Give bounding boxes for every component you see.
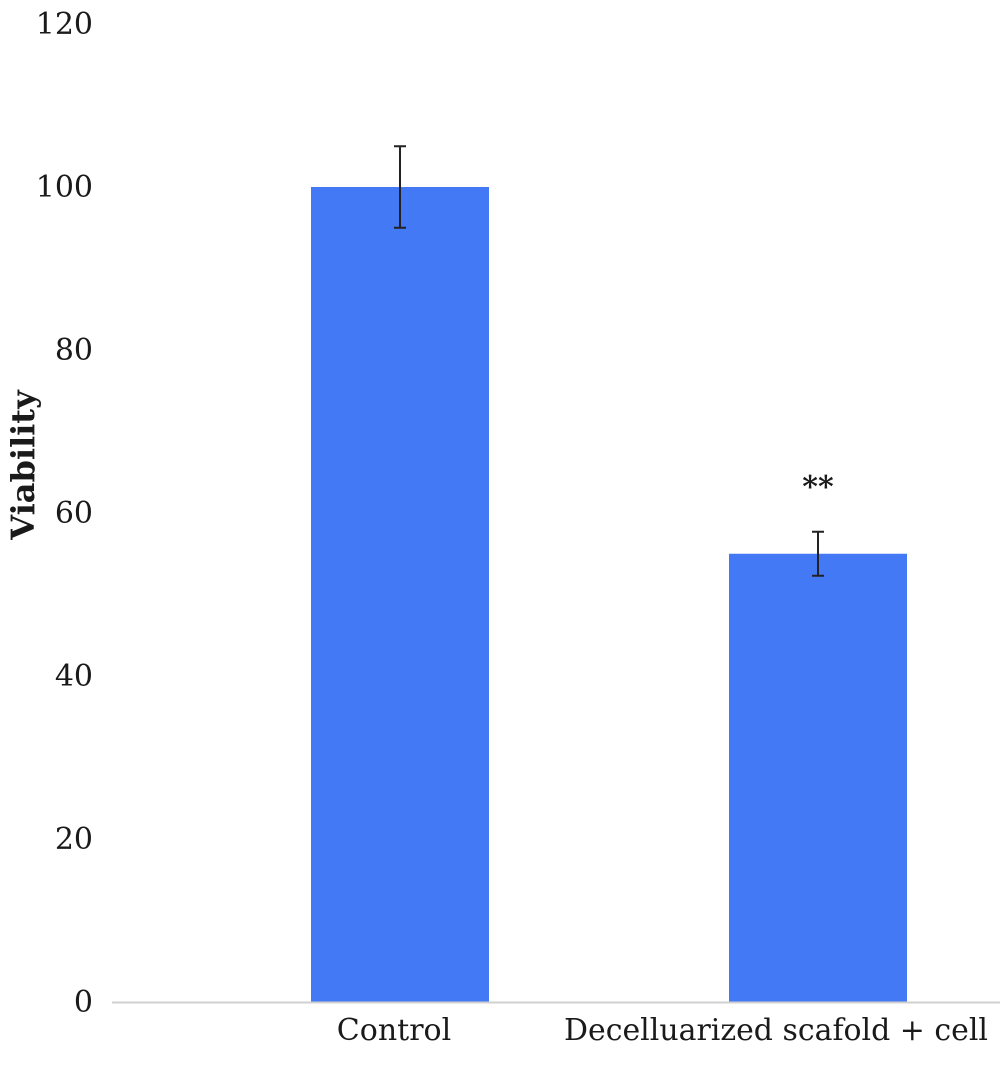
category-label: Decelluarized scafold + cell	[564, 1013, 988, 1048]
y-tick-label: 60	[55, 496, 93, 531]
y-axis-ticks: 0 20 40 60 80 100 120	[36, 7, 93, 1020]
y-tick-label: 0	[74, 985, 93, 1020]
error-bars	[394, 145, 824, 577]
annotations: **	[802, 470, 834, 505]
bar	[311, 187, 489, 1002]
error-bar	[812, 530, 824, 577]
error-bar	[394, 145, 406, 229]
y-tick-label: 20	[55, 822, 93, 857]
y-tick-label: 80	[55, 333, 93, 368]
y-axis-title: Viability	[4, 389, 42, 541]
y-tick-label: 100	[36, 170, 93, 205]
category-label: Control	[337, 1013, 451, 1048]
y-tick-label: 120	[36, 7, 93, 42]
bars	[311, 187, 907, 1002]
significance-annotation: **	[802, 470, 834, 505]
category-labels: Control Decelluarized scafold + cell	[337, 1013, 988, 1048]
y-tick-label: 40	[55, 659, 93, 694]
bar	[729, 553, 907, 1002]
